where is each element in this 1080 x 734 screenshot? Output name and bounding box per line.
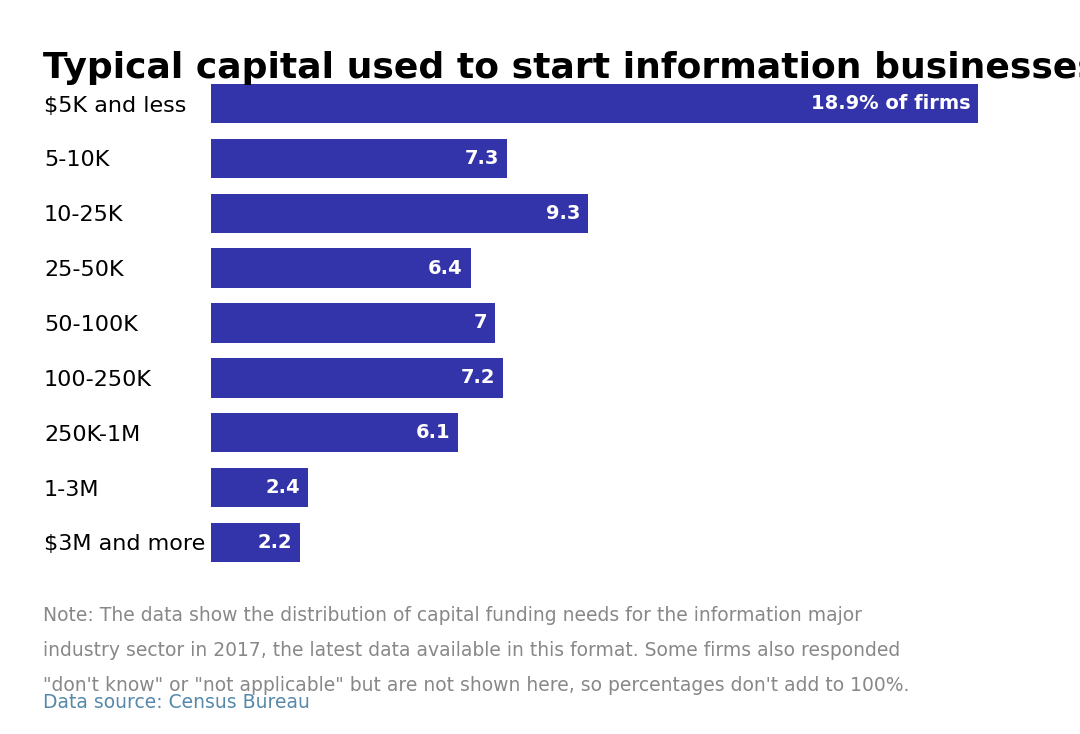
Bar	[211, 194, 589, 233]
Bar	[211, 413, 458, 452]
Bar	[211, 358, 503, 398]
Text: 7: 7	[473, 313, 487, 333]
Text: 7.2: 7.2	[460, 368, 495, 388]
Text: "don't know" or "not applicable" but are not shown here, so percentages don't ad: "don't know" or "not applicable" but are…	[43, 676, 909, 695]
Text: Data source: Census Bureau: Data source: Census Bureau	[43, 693, 310, 712]
Text: 2.4: 2.4	[266, 478, 300, 497]
Text: 7.3: 7.3	[464, 149, 499, 168]
Bar	[211, 523, 300, 562]
Text: industry sector in 2017, the latest data available in this format. Some firms al: industry sector in 2017, the latest data…	[43, 641, 901, 660]
Text: Typical capital used to start information businesses: Typical capital used to start informatio…	[43, 51, 1080, 85]
Text: 6.1: 6.1	[416, 424, 450, 442]
Bar	[211, 248, 471, 288]
Bar	[211, 303, 495, 343]
Text: 9.3: 9.3	[546, 204, 580, 222]
Bar	[211, 468, 308, 507]
Text: 2.2: 2.2	[257, 533, 292, 552]
Bar	[211, 139, 508, 178]
Text: 18.9% of firms: 18.9% of firms	[811, 94, 970, 113]
Bar	[211, 84, 978, 123]
Text: 6.4: 6.4	[428, 258, 462, 277]
Text: Note: The data show the distribution of capital funding needs for the informatio: Note: The data show the distribution of …	[43, 606, 862, 625]
